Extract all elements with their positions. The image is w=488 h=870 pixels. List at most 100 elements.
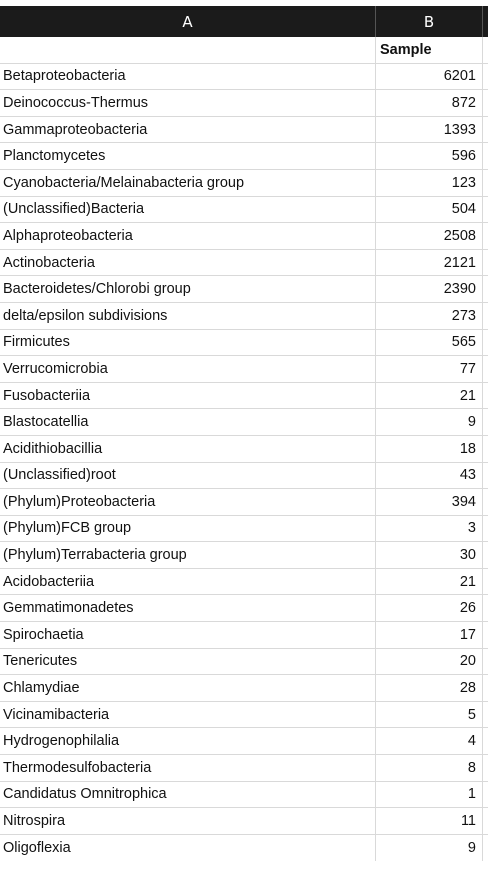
cell-empty[interactable] [483,90,488,116]
cell-empty[interactable] [483,223,488,249]
cell-name[interactable]: Verrucomicrobia [0,356,376,382]
cell-name[interactable]: Spirochaetia [0,622,376,648]
cell-c1[interactable] [483,37,488,63]
cell-name[interactable]: Fusobacteriia [0,382,376,409]
column-header-c-partial[interactable] [483,6,488,37]
cell-value[interactable]: 11 [376,808,483,834]
cell-name[interactable]: Acidithiobacillia [0,435,376,462]
cell-value[interactable]: 26 [376,595,483,622]
cell-empty[interactable] [483,170,488,196]
cell-value[interactable]: 504 [376,196,483,223]
cell-value[interactable]: 2508 [376,223,483,249]
cell-empty[interactable] [483,808,488,834]
cell-name[interactable]: (Unclassified)root [0,462,376,489]
cell-value[interactable]: 2121 [376,249,483,276]
cell-empty[interactable] [483,728,488,754]
cell-value[interactable]: 1393 [376,116,483,143]
cell-empty[interactable] [483,463,488,489]
cell-name[interactable]: Gammaproteobacteria [0,116,376,143]
cell-empty[interactable] [483,675,488,701]
cell-name[interactable]: Tenericutes [0,648,376,675]
cell-name[interactable]: Oligoflexia [0,834,376,862]
cell-value[interactable]: 9 [376,409,483,435]
table-row: Gemmatimonadetes 26 [0,595,488,623]
cell-name[interactable]: Gemmatimonadetes [0,595,376,622]
cell-value[interactable]: 565 [376,329,483,356]
cell-name[interactable]: (Phylum)Terrabacteria group [0,542,376,568]
cell-empty[interactable] [483,782,488,808]
cell-value[interactable]: 43 [376,462,483,489]
cell-value[interactable]: 4 [376,728,483,755]
cell-empty[interactable] [483,755,488,781]
cell-name[interactable]: Betaproteobacteria [0,63,376,90]
cell-name[interactable]: Bacteroidetes/Chlorobi group [0,276,376,302]
cell-value[interactable]: 123 [376,169,483,196]
cell-empty[interactable] [483,649,488,675]
cell-empty[interactable] [483,330,488,356]
cell-empty[interactable] [483,64,488,90]
cell-empty[interactable] [483,383,488,409]
cell-value[interactable]: 21 [376,382,483,409]
column-header-b[interactable]: B [376,6,483,37]
cell-empty[interactable] [483,276,488,302]
cell-value[interactable]: 6201 [376,63,483,90]
cell-value[interactable]: 1 [376,781,483,808]
cell-value[interactable]: 20 [376,648,483,675]
cell-name[interactable]: (Phylum)FCB group [0,515,376,542]
cell-empty[interactable] [483,197,488,223]
cell-value[interactable]: 30 [376,542,483,568]
cell-empty[interactable] [483,409,488,435]
cell-value[interactable]: 9 [376,834,483,862]
table-row: Oligoflexia 9 [0,834,488,862]
cell-name[interactable]: delta/epsilon subdivisions [0,302,376,329]
cell-value[interactable]: 596 [376,143,483,169]
cell-empty[interactable] [483,516,488,542]
cell-empty[interactable] [483,595,488,621]
cell-empty[interactable] [483,117,488,143]
cell-name[interactable]: (Phylum)Proteobacteria [0,489,376,515]
cell-empty[interactable] [483,303,488,329]
cell-empty[interactable] [483,569,488,595]
cell-name[interactable]: Candidatus Omnitrophica [0,781,376,808]
cell-name[interactable]: Vicinamibacteria [0,701,376,728]
cell-a1[interactable] [0,37,376,63]
cell-name[interactable]: (Unclassified)Bacteria [0,196,376,223]
cell-name[interactable]: Cyanobacteria/Melainabacteria group [0,169,376,196]
cell-value[interactable]: 3 [376,515,483,542]
cell-name[interactable]: Hydrogenophilalia [0,728,376,755]
cell-value[interactable]: 2390 [376,276,483,302]
cell-value[interactable]: 872 [376,90,483,116]
cell-empty[interactable] [483,356,488,382]
cell-value[interactable]: 8 [376,755,483,781]
column-header-a[interactable]: A [0,6,376,37]
cell-empty[interactable] [483,489,488,515]
cell-empty[interactable] [483,542,488,568]
cell-empty[interactable] [483,622,488,648]
cell-name[interactable]: Firmicutes [0,329,376,356]
cell-value[interactable]: 21 [376,568,483,595]
cell-value[interactable]: 17 [376,622,483,648]
cell-name[interactable]: Planctomycetes [0,143,376,169]
cell-b1-sample-title[interactable]: Sample [376,37,483,63]
column-header-bar: A B [0,6,488,37]
cell-value[interactable]: 28 [376,675,483,701]
cell-name[interactable]: Alphaproteobacteria [0,223,376,249]
cell-name[interactable]: Blastocatellia [0,409,376,435]
cell-empty[interactable] [483,436,488,462]
cell-value[interactable]: 394 [376,489,483,515]
cell-empty[interactable] [483,835,488,862]
cell-empty[interactable] [483,143,488,169]
cell-empty[interactable] [483,702,488,728]
table-row: Fusobacteriia 21 [0,382,488,410]
cell-name[interactable]: Actinobacteria [0,249,376,276]
cell-name[interactable]: Deinococcus-Thermus [0,90,376,116]
cell-name[interactable]: Acidobacteriia [0,568,376,595]
cell-name[interactable]: Nitrospira [0,808,376,834]
cell-value[interactable]: 18 [376,435,483,462]
cell-name[interactable]: Thermodesulfobacteria [0,755,376,781]
cell-empty[interactable] [483,250,488,276]
cell-value[interactable]: 273 [376,302,483,329]
cell-value[interactable]: 5 [376,701,483,728]
cell-name[interactable]: Chlamydiae [0,675,376,701]
cell-value[interactable]: 77 [376,356,483,382]
